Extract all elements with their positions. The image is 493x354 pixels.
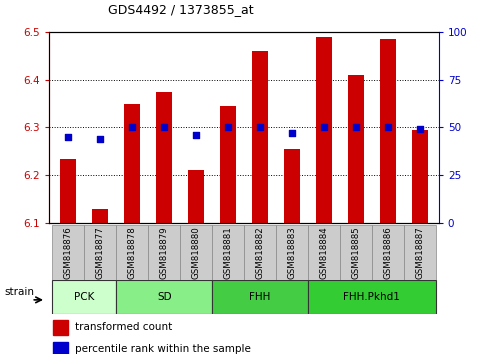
Bar: [404, 225, 436, 280]
Text: GSM818876: GSM818876: [64, 226, 73, 279]
Point: [224, 125, 232, 130]
Bar: [284, 149, 300, 223]
Point: [256, 125, 264, 130]
Point: [384, 125, 391, 130]
Text: GSM818881: GSM818881: [223, 226, 233, 279]
Text: FHH: FHH: [249, 292, 271, 302]
Point: [160, 125, 168, 130]
Bar: [124, 104, 141, 223]
Point: [352, 125, 360, 130]
Bar: [308, 280, 436, 314]
Text: GSM818884: GSM818884: [319, 226, 328, 279]
Bar: [412, 130, 427, 223]
Text: GSM818887: GSM818887: [415, 226, 424, 279]
Bar: [316, 36, 332, 223]
Bar: [372, 225, 404, 280]
Bar: [252, 51, 268, 223]
Bar: [116, 280, 212, 314]
Bar: [348, 75, 364, 223]
Text: SD: SD: [157, 292, 172, 302]
Text: percentile rank within the sample: percentile rank within the sample: [74, 344, 250, 354]
Text: GSM818885: GSM818885: [352, 226, 360, 279]
Bar: [61, 159, 76, 223]
Bar: [220, 106, 236, 223]
Bar: [116, 225, 148, 280]
Bar: [212, 225, 244, 280]
Point: [128, 125, 136, 130]
Bar: [308, 225, 340, 280]
Point: [416, 126, 423, 132]
Point: [97, 136, 105, 142]
Text: GDS4492 / 1373855_at: GDS4492 / 1373855_at: [107, 3, 253, 16]
Text: strain: strain: [5, 287, 35, 297]
Bar: [156, 92, 172, 223]
Bar: [84, 225, 116, 280]
Text: PCK: PCK: [74, 292, 95, 302]
Point: [288, 130, 296, 136]
Text: GSM818877: GSM818877: [96, 226, 105, 279]
Text: GSM818879: GSM818879: [160, 226, 169, 279]
Bar: [212, 280, 308, 314]
Bar: [188, 170, 204, 223]
Bar: [53, 320, 68, 335]
Bar: [148, 225, 180, 280]
Text: transformed count: transformed count: [74, 322, 172, 332]
Bar: [52, 280, 116, 314]
Point: [65, 134, 72, 140]
Text: GSM818886: GSM818886: [383, 226, 392, 279]
Text: FHH.Pkhd1: FHH.Pkhd1: [343, 292, 400, 302]
Bar: [244, 225, 276, 280]
Text: GSM818878: GSM818878: [128, 226, 137, 279]
Bar: [52, 225, 84, 280]
Text: GSM818880: GSM818880: [192, 226, 201, 279]
Bar: [92, 209, 108, 223]
Point: [320, 125, 328, 130]
Bar: [53, 342, 68, 354]
Bar: [276, 225, 308, 280]
Text: GSM818883: GSM818883: [287, 226, 296, 279]
Bar: [340, 225, 372, 280]
Bar: [380, 39, 396, 223]
Bar: [180, 225, 212, 280]
Text: GSM818882: GSM818882: [255, 226, 265, 279]
Point: [192, 132, 200, 138]
